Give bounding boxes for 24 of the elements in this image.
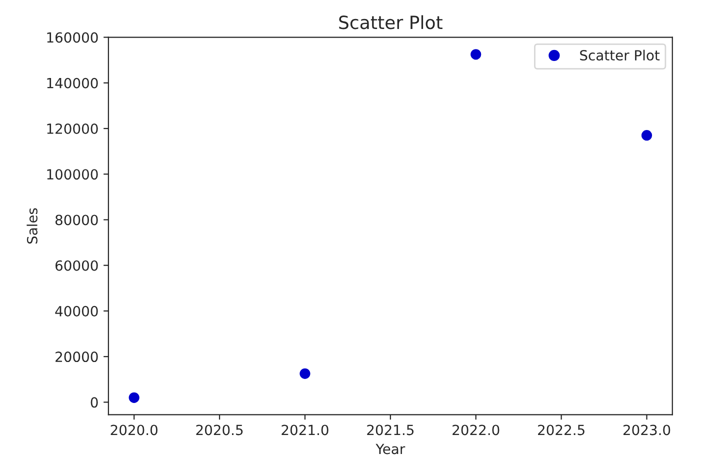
x-tick-label: 2022.5 (538, 424, 584, 436)
chart-title: Scatter Plot (339, 15, 442, 30)
y-tick-label: 60000 (56, 260, 98, 271)
point (470, 49, 482, 60)
y-tick-label: 40000 (55, 306, 98, 316)
y-tick-label: 20000 (56, 352, 98, 362)
y-tick-label: 140000 (47, 78, 98, 88)
legend-label: Scatter Plot (580, 50, 660, 61)
x-tick-label: 2022.0 (452, 424, 500, 436)
y-axis-title: Sales (26, 208, 38, 244)
point (641, 130, 652, 141)
x-tick-label: 2023.0 (623, 424, 670, 436)
y-tick-label: 100000 (47, 169, 98, 180)
y-tick-label: 160000 (47, 32, 98, 43)
x-tick-label: 2021.5 (367, 424, 414, 436)
y-tick-label: 120000 (47, 123, 98, 134)
point (128, 392, 140, 403)
x-tick-label: 2021.0 (282, 424, 328, 436)
y-tick-label: 0 (90, 397, 98, 408)
point (300, 368, 310, 379)
x-tick-label: 2020.0 (110, 424, 158, 436)
x-tick-label: 2020.5 (196, 424, 243, 436)
x-axis-title: Year (376, 444, 406, 454)
y-tick-label: 80000 (55, 214, 98, 226)
